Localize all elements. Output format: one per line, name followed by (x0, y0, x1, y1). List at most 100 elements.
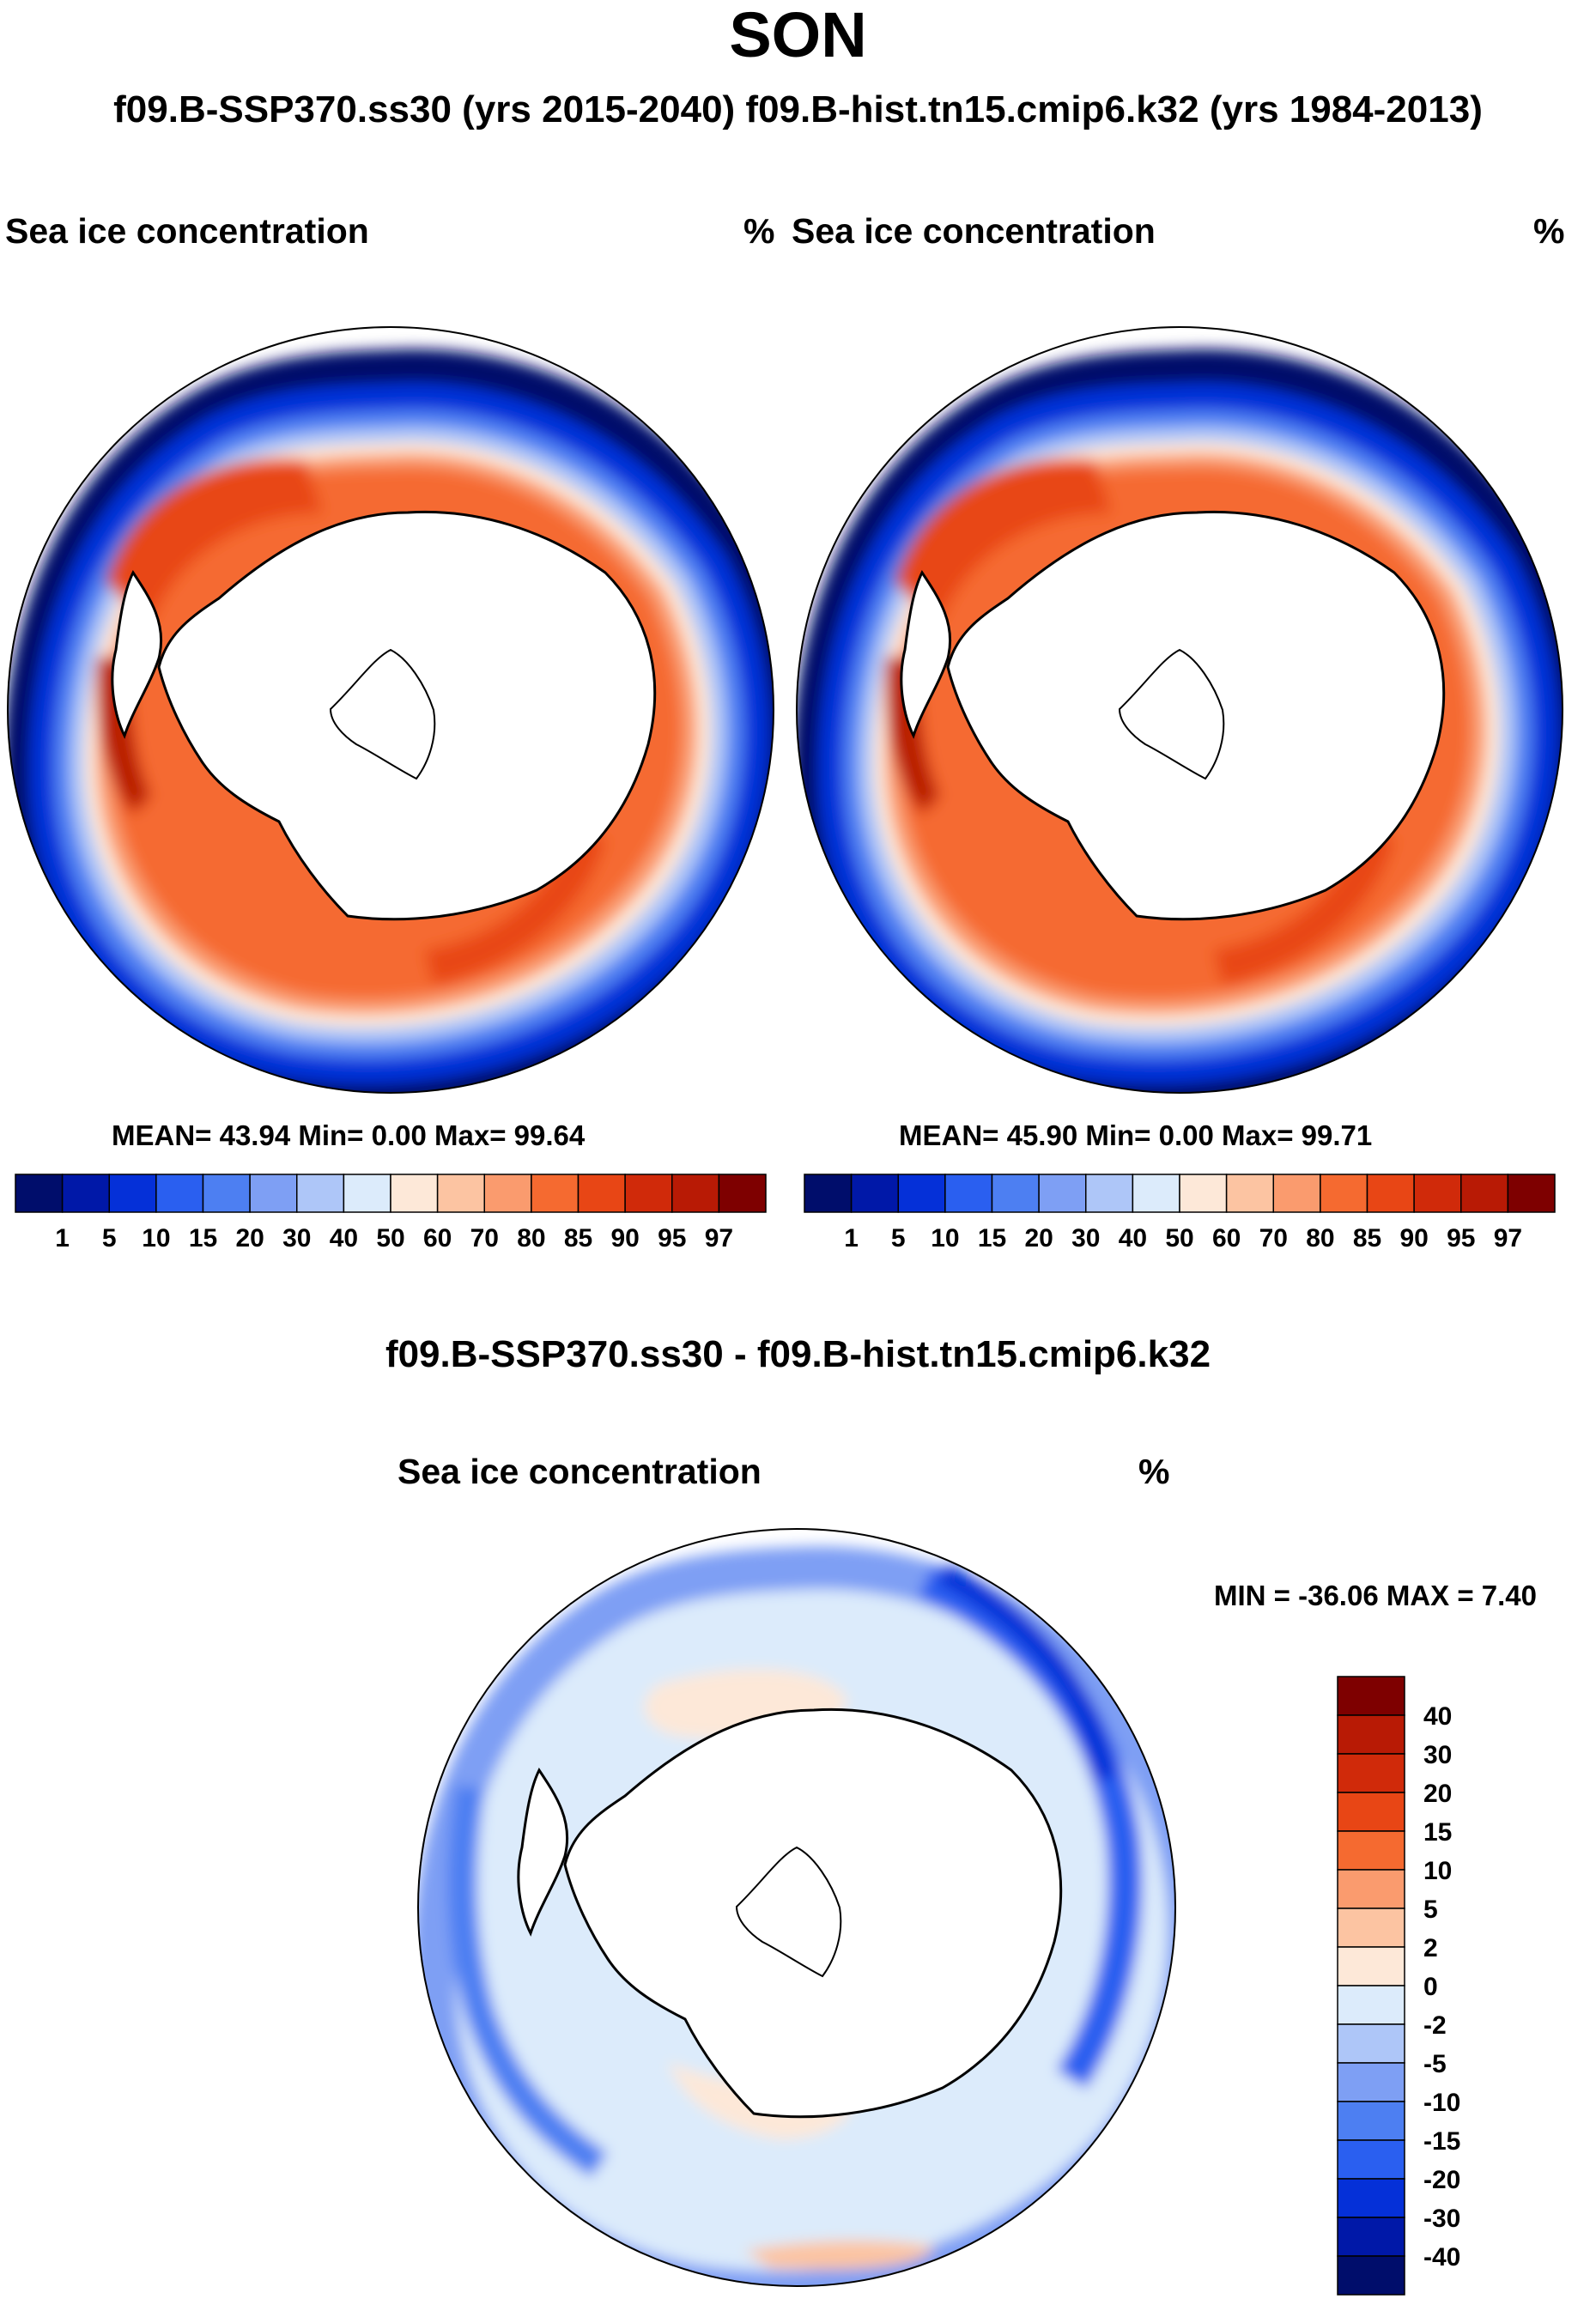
difference-colorbar-tick-label: 20 (1423, 1780, 1452, 1808)
right-colorbar-tick-label: 90 (1399, 1224, 1428, 1253)
right-polar-map (796, 326, 1563, 1094)
right-colorbar-swatch (1038, 1174, 1087, 1213)
difference-colorbar-swatch (1337, 2023, 1405, 2064)
left-colorbar-tick-label: 85 (564, 1224, 592, 1253)
left-colorbar-swatch (343, 1174, 391, 1213)
left-colorbar-swatch (531, 1174, 580, 1213)
left-colorbar-tick-label: 90 (610, 1224, 639, 1253)
difference-colorbar-tick-label: -10 (1423, 2089, 1460, 2117)
difference-colorbar-swatch (1337, 2217, 1405, 2257)
difference-colorbar-swatch (1337, 1869, 1405, 1909)
right-colorbar-tick-label: 60 (1212, 1224, 1241, 1253)
difference-colorbar-swatch (1337, 2255, 1405, 2296)
right-colorbar-tick-label: 30 (1071, 1224, 1100, 1253)
difference-colorbar-swatch (1337, 2101, 1405, 2141)
right-colorbar-swatch (1366, 1174, 1415, 1213)
left-colorbar-tick-label: 15 (189, 1224, 217, 1253)
left-colorbar-tick-label: 20 (235, 1224, 264, 1253)
difference-colorbar-swatch (1337, 1714, 1405, 1755)
right-colorbar-tick-label: 97 (1494, 1224, 1522, 1253)
difference-colorbar-swatch (1337, 2062, 1405, 2102)
difference-colorbar-tick-label: 30 (1423, 1741, 1452, 1769)
left-colorbar-swatch (718, 1174, 767, 1213)
right-colorbar-tick-label: 50 (1165, 1224, 1193, 1253)
difference-colorbar-swatch (1337, 1946, 1405, 1986)
difference-polar-map (417, 1528, 1176, 2287)
right-colorbar-swatch (1413, 1174, 1462, 1213)
difference-colorbar-tick-label: -2 (1423, 2011, 1447, 2040)
left-colorbar-swatch (15, 1174, 64, 1213)
left-panel-units: % (743, 211, 775, 251)
right-colorbar-tick-label: 1 (844, 1224, 859, 1253)
right-colorbar-swatch (1272, 1174, 1321, 1213)
right-colorbar-tick-label: 40 (1119, 1224, 1147, 1253)
left-panel-stats: MEAN= 43.94 Min= 0.00 Max= 99.64 (112, 1119, 586, 1151)
difference-units: % (1138, 1452, 1170, 1491)
difference-colorbar-tick-label: 40 (1423, 1702, 1452, 1731)
difference-colorbar-swatch (1337, 1792, 1405, 1832)
left-colorbar-swatch (483, 1174, 532, 1213)
difference-colorbar-tick-label: 15 (1423, 1818, 1452, 1847)
right-colorbar-tick-label: 5 (891, 1224, 906, 1253)
right-colorbar-tick-label: 20 (1024, 1224, 1053, 1253)
right-colorbar-swatch (1320, 1174, 1368, 1213)
difference-colorbar-swatch (1337, 1985, 1405, 2025)
left-colorbar-tick-label: 50 (376, 1224, 404, 1253)
difference-colorbar-swatch (1337, 2139, 1405, 2180)
difference-colorbar-tick-label: 5 (1423, 1896, 1438, 1924)
left-polar-map (7, 326, 774, 1094)
left-colorbar-tick-label: 5 (102, 1224, 117, 1253)
difference-variable: Sea ice concentration (397, 1452, 762, 1491)
left-colorbar-swatch (624, 1174, 673, 1213)
difference-colorbar-tick-label: -20 (1423, 2166, 1460, 2194)
left-colorbar-tick-label: 60 (423, 1224, 452, 1253)
right-colorbar-tick-label: 70 (1259, 1224, 1288, 1253)
right-colorbar-tick-label: 10 (931, 1224, 959, 1253)
right-colorbar-tick-label: 80 (1306, 1224, 1334, 1253)
left-colorbar-swatch (390, 1174, 439, 1213)
left-colorbar-swatch (577, 1174, 626, 1213)
difference-minmax: MIN = -36.06 MAX = 7.40 (1214, 1580, 1538, 1611)
left-colorbar-tick-label: 80 (517, 1224, 545, 1253)
difference-colorbar-tick-label: -15 (1423, 2127, 1460, 2156)
right-colorbar-swatch (850, 1174, 899, 1213)
right-colorbar-tick-label: 95 (1447, 1224, 1475, 1253)
left-colorbar-tick-label: 95 (658, 1224, 686, 1253)
difference-colorbar-swatch (1337, 1753, 1405, 1793)
left-colorbar-swatch (61, 1174, 110, 1213)
left-colorbar-swatch (296, 1174, 345, 1213)
right-colorbar-swatch (991, 1174, 1040, 1213)
right-panel-units: % (1533, 211, 1565, 251)
right-panel-variable: Sea ice concentration (792, 211, 1156, 251)
left-colorbar-swatch (155, 1174, 204, 1213)
right-colorbar-swatch (1085, 1174, 1134, 1213)
difference-colorbar-tick-label: 0 (1423, 1973, 1438, 2001)
left-colorbar-swatch (249, 1174, 298, 1213)
difference-colorbar-swatch (1337, 2178, 1405, 2218)
right-colorbar-tick-label: 15 (978, 1224, 1006, 1253)
difference-colorbar-tick-label: 10 (1423, 1857, 1452, 1885)
right-colorbar-swatch (1179, 1174, 1228, 1213)
left-colorbar: 1 5 10 15 20 30 40 50 60 70 80 85 90 95 97 (15, 1174, 767, 1253)
right-panel-stats: MEAN= 45.90 Min= 0.00 Max= 99.71 (899, 1119, 1373, 1151)
figure-title: SON (729, 0, 867, 70)
left-colorbar-tick-label: 40 (330, 1224, 358, 1253)
left-colorbar-swatch (671, 1174, 720, 1213)
right-colorbar-swatch (897, 1174, 946, 1213)
difference-colorbar-tick-label: 2 (1423, 1934, 1438, 1962)
left-colorbar-swatch (436, 1174, 485, 1213)
right-colorbar-swatch (1507, 1174, 1556, 1213)
left-colorbar-tick-label: 1 (55, 1224, 70, 1253)
difference-title: f09.B-SSP370.ss30 - f09.B-hist.tn15.cmip… (385, 1333, 1211, 1375)
difference-colorbar-tick-label: -40 (1423, 2243, 1460, 2272)
right-colorbar-swatch (804, 1174, 853, 1213)
left-colorbar-tick-label: 10 (142, 1224, 170, 1253)
difference-colorbar-tick-label: -5 (1423, 2050, 1447, 2078)
difference-colorbar-swatch (1337, 1830, 1405, 1871)
difference-colorbar-swatch (1337, 1676, 1405, 1716)
right-colorbar-swatch (1225, 1174, 1274, 1213)
right-colorbar-swatch (1460, 1174, 1509, 1213)
right-colorbar-swatch (944, 1174, 993, 1213)
right-colorbar-swatch (1132, 1174, 1180, 1213)
